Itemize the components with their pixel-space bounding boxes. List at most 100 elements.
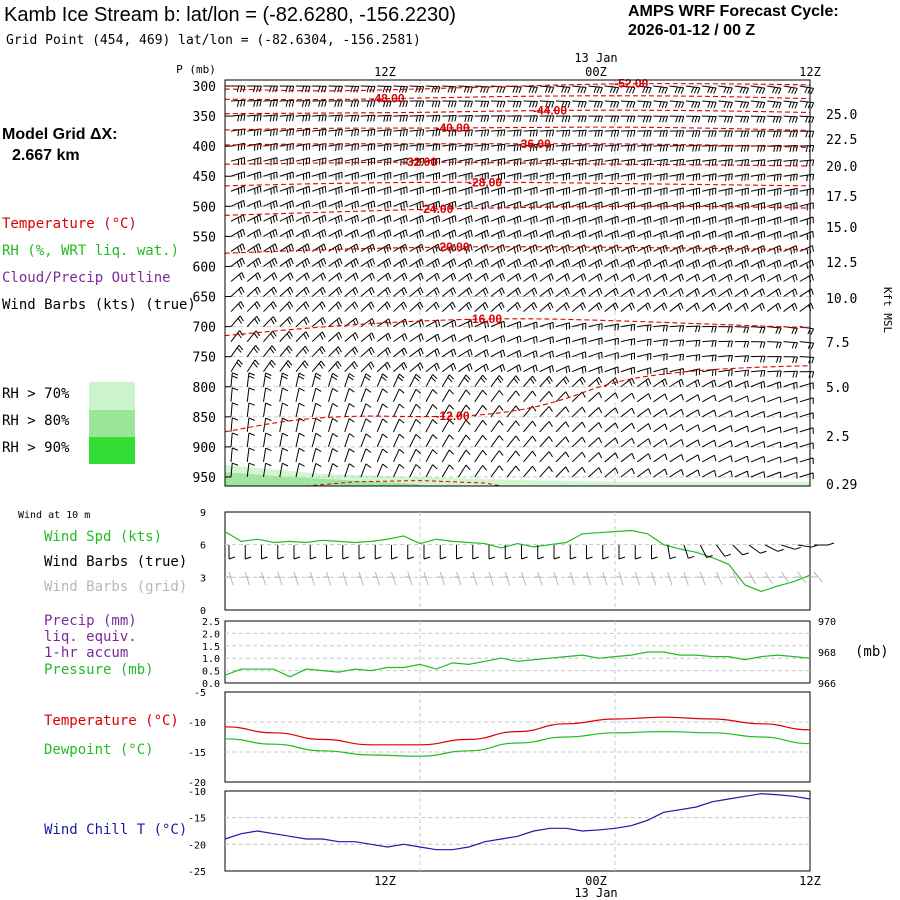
- wind-barb-feather: [432, 434, 438, 440]
- wind-barb-shaft: [685, 173, 700, 177]
- wind-barb-feather: [500, 231, 503, 238]
- wind-barb-upper: [263, 330, 277, 342]
- wind-barb-upper: [750, 259, 766, 269]
- temp-contour-label--20.00: -20.00: [435, 240, 469, 254]
- wind-barb-feather: [614, 467, 619, 474]
- wind-barb-upper: [376, 388, 388, 402]
- wind-barb-feather: [354, 346, 359, 353]
- wind-barb-feather: [400, 144, 402, 152]
- wind-barb-feather: [594, 130, 597, 137]
- wind-barb-feather: [692, 247, 695, 255]
- wind-barb-feather: [500, 144, 503, 151]
- wind-barb-feather: [681, 469, 684, 476]
- wind-barb-shaft: [393, 200, 407, 207]
- wind-barb-feather: [597, 144, 600, 152]
- wind-barb-feather: [611, 262, 614, 269]
- wind-barb-feather: [660, 218, 662, 225]
- wind-barb-feather: [238, 303, 243, 310]
- wind-barb-upper: [328, 171, 343, 181]
- wind-barb-feather: [664, 408, 668, 415]
- wind-barb-shaft: [425, 348, 438, 358]
- wind-barb-upper: [767, 426, 782, 434]
- wind-barb-shaft: [507, 172, 521, 177]
- wind-barb-feather: [386, 245, 389, 252]
- wind-barb-feather: [759, 290, 763, 297]
- wind-barb-feather: [336, 319, 340, 326]
- wind-barb-feather: [610, 115, 614, 123]
- wind-barb-feather: [357, 143, 360, 150]
- wind-barb-upper: [312, 200, 327, 210]
- wind-barb-feather: [806, 233, 809, 240]
- wind-barb-upper: [588, 302, 603, 312]
- wind-barb-feather: [581, 217, 584, 224]
- wind-barb-feather: [564, 115, 568, 123]
- wind-barb-upper: [360, 418, 372, 433]
- wind-barb-upper: [295, 229, 311, 239]
- wind-barb-feather: [565, 421, 570, 428]
- wind-barb-upper: [425, 258, 441, 269]
- wind-barb-feather: [760, 261, 763, 268]
- wind-barb-upper: [750, 85, 766, 95]
- wind-barb-feather: [790, 233, 792, 240]
- wind-barb-shaft: [604, 352, 619, 358]
- wind-barb-feather: [269, 347, 275, 354]
- wind-barb-feather: [387, 272, 392, 279]
- wind-barb-feather: [321, 301, 326, 308]
- wind-barb-upper: [620, 115, 636, 123]
- wind-barb-upper: [230, 462, 239, 478]
- wind-barb-shaft: [230, 257, 243, 267]
- wind-barb-upper: [702, 439, 717, 448]
- wind-barb-feather: [662, 145, 665, 152]
- wind-barb-upper: [799, 216, 814, 226]
- wind-barb-feather: [302, 217, 305, 225]
- wind-barb-feather: [760, 174, 763, 181]
- wind-barb-upper: [279, 157, 294, 166]
- wind-barb-feather: [532, 366, 535, 373]
- wind-barb-feather: [729, 288, 733, 295]
- wind-barb-upper: [360, 301, 375, 312]
- wind-barb-upper: [507, 244, 522, 254]
- wind-barb-feather: [450, 289, 454, 296]
- wind-barb-feather: [788, 101, 792, 108]
- wind-barb-feather: [498, 375, 504, 381]
- wind-barb-feather: [779, 381, 782, 389]
- wind-barb-shaft: [523, 420, 533, 433]
- wind-barb-feather: [386, 231, 389, 238]
- wind-barb-upper: [328, 100, 343, 108]
- wind-barb-upper: [669, 453, 684, 463]
- wind-barb-feather: [584, 366, 587, 373]
- wind-barb-feather: [243, 200, 246, 207]
- wind-barb-shaft: [393, 229, 407, 237]
- wind-barb-feather: [470, 244, 473, 251]
- wind-barb-feather: [502, 86, 506, 94]
- wind-barb-feather: [551, 230, 554, 237]
- wind-barb-feather: [545, 101, 549, 108]
- wind-barb-shaft: [539, 376, 550, 388]
- wind-barb-grid-shaft: [521, 571, 527, 586]
- wind-barb-shaft: [750, 173, 765, 177]
- kft-tick-10.0: 10.0: [826, 292, 857, 307]
- wind-barb-shaft: [263, 243, 276, 252]
- wind-barb-feather: [614, 407, 619, 414]
- wind-barb-upper: [750, 395, 766, 403]
- wind-barb-feather: [746, 471, 749, 478]
- wind-barb-upper: [750, 130, 766, 138]
- wind-barb-feather: [418, 115, 422, 122]
- temp-contour-label--28.00: -28.00: [468, 175, 502, 189]
- wind-barb-feather: [321, 129, 324, 136]
- wind-barb-upper: [604, 258, 619, 269]
- wind-barb-shaft: [328, 346, 339, 358]
- wind-barb-feather: [470, 229, 473, 237]
- wind-barb-feather: [694, 101, 698, 108]
- wind-barb-upper: [441, 362, 457, 373]
- wind-barb-shaft: [393, 85, 408, 88]
- wind-barb-feather: [253, 246, 257, 254]
- wind-barb-upper: [393, 448, 405, 463]
- wind-barb-shaft: [328, 157, 343, 162]
- wind-barb-feather: [659, 262, 663, 269]
- wind-barb-feather: [470, 129, 473, 137]
- wind-barb-upper: [523, 465, 537, 478]
- wind-barb-feather: [779, 259, 782, 267]
- wind-barb-shaft: [360, 272, 373, 282]
- wind-barb-feather: [402, 245, 405, 252]
